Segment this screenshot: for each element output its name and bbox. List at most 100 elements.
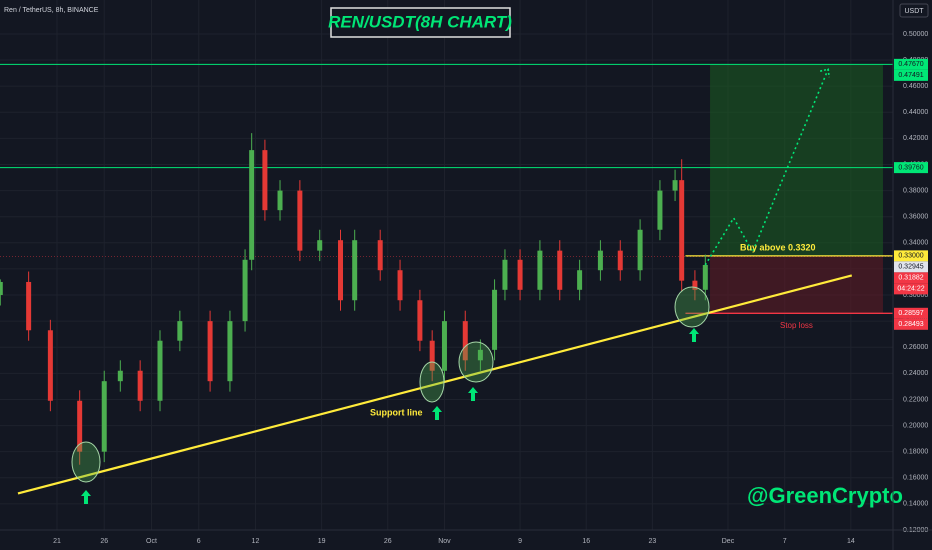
candle-body — [702, 265, 708, 290]
candle-body — [657, 190, 663, 230]
x-tick-label: 6 — [197, 538, 201, 545]
candle-body — [537, 250, 543, 290]
price-label: 0.47670 — [898, 61, 923, 68]
candle-body — [352, 240, 358, 301]
candle-body — [377, 240, 383, 271]
support-annotation: Support line — [370, 407, 423, 417]
price-label: 0.33000 — [898, 253, 923, 260]
candle-body — [0, 281, 3, 296]
countdown-label: 04:24:22 — [897, 286, 924, 293]
candle-body — [249, 150, 255, 260]
highlight-circle — [419, 361, 445, 403]
stop-annotation: Stop loss — [780, 321, 813, 330]
countdown-box — [894, 283, 928, 295]
price-label-box — [894, 307, 928, 319]
candle-body — [637, 229, 643, 271]
candle-body — [117, 370, 123, 382]
x-tick-label: Nov — [438, 538, 451, 545]
overlay — [71, 286, 710, 504]
arrow-up — [432, 406, 442, 420]
price-label-box — [894, 162, 928, 174]
highlight-circle — [458, 341, 494, 383]
candle-body — [441, 321, 447, 371]
candle-body — [617, 250, 623, 271]
candle-body — [577, 270, 583, 290]
x-tick-label: Dec — [722, 538, 735, 545]
candle-body — [462, 321, 468, 361]
highlight-circle — [71, 441, 101, 483]
price-label: 0.32945 — [898, 264, 923, 271]
x-tick-label: 7 — [783, 538, 787, 545]
candle-body — [262, 150, 268, 211]
arrow-up — [81, 490, 91, 504]
candle-body — [672, 180, 678, 191]
candle-body — [429, 340, 435, 371]
price-label-box — [894, 272, 928, 284]
stop-zone — [710, 255, 883, 314]
price-label-box — [894, 318, 928, 330]
y-tick-label: 0.20000 — [903, 422, 928, 429]
price-label-box — [894, 58, 928, 70]
x-tick-label: 23 — [648, 538, 656, 545]
candle-body — [137, 370, 143, 401]
price-label-box — [894, 261, 928, 273]
candle-body — [242, 259, 248, 322]
price-label: 0.28597 — [898, 310, 923, 317]
candle-body — [47, 330, 53, 401]
x-tick-label: 21 — [53, 538, 61, 545]
price-label: 0.31882 — [898, 275, 923, 282]
zones — [0, 63, 893, 314]
candle-body — [157, 340, 163, 401]
candle-body — [277, 190, 283, 211]
candle-body — [417, 300, 423, 341]
y-tick-label: 0.34000 — [903, 240, 928, 247]
y-tick-label: 0.30000 — [903, 292, 928, 299]
candle-body — [297, 190, 303, 251]
y-tick-label: 0.38000 — [903, 187, 928, 194]
x-tick-label: Oct — [146, 538, 157, 545]
arrow-up — [468, 387, 478, 401]
title-box — [330, 7, 511, 38]
y-tick-label: 0.44000 — [903, 109, 928, 116]
currency-box — [899, 3, 929, 18]
candle-body — [227, 321, 233, 382]
y-tick-label: 0.26000 — [903, 344, 928, 351]
marks — [0, 68, 853, 495]
highlight-circle — [674, 286, 710, 328]
y-tick-label: 0.24000 — [903, 370, 928, 377]
candle-body — [692, 280, 698, 290]
candle-body — [502, 259, 508, 290]
price-label: 0.28493 — [898, 321, 923, 328]
candle-body — [679, 180, 685, 281]
y-tick-label: 0.50000 — [903, 31, 928, 38]
candle-body — [101, 381, 107, 452]
y-tick-label: 0.18000 — [903, 449, 928, 456]
candle-body — [557, 250, 563, 290]
brand-label: @GreenCrypto — [747, 483, 903, 508]
buy-annotation: Buy above 0.3320 — [740, 242, 816, 252]
y-tick-label: 0.14000 — [903, 501, 928, 508]
symbol-label: Ren / TetherUS, 8h, BINANCE — [4, 7, 99, 14]
candle-body — [77, 400, 83, 452]
x-tick-label: 19 — [318, 538, 326, 545]
arrow-up — [689, 328, 699, 342]
candle-body — [338, 240, 344, 301]
x-tick-label: 26 — [384, 538, 392, 545]
currency-label: USDT — [904, 8, 924, 15]
x-tick-label: 14 — [847, 538, 855, 545]
x-tick-label: 12 — [252, 538, 260, 545]
x-tick-label: 26 — [100, 538, 108, 545]
candle-body — [26, 281, 32, 331]
y-tick-label: 0.46000 — [903, 83, 928, 90]
trendline — [17, 274, 853, 495]
y-tick-label: 0.16000 — [903, 475, 928, 482]
candle-body — [477, 349, 483, 361]
candle-body — [317, 240, 323, 251]
y-tick-label: 0.36000 — [903, 214, 928, 221]
target-zone — [710, 64, 883, 256]
price-label-box — [894, 250, 928, 262]
x-tick-label: 16 — [582, 538, 590, 545]
price-label: 0.47491 — [898, 72, 923, 79]
